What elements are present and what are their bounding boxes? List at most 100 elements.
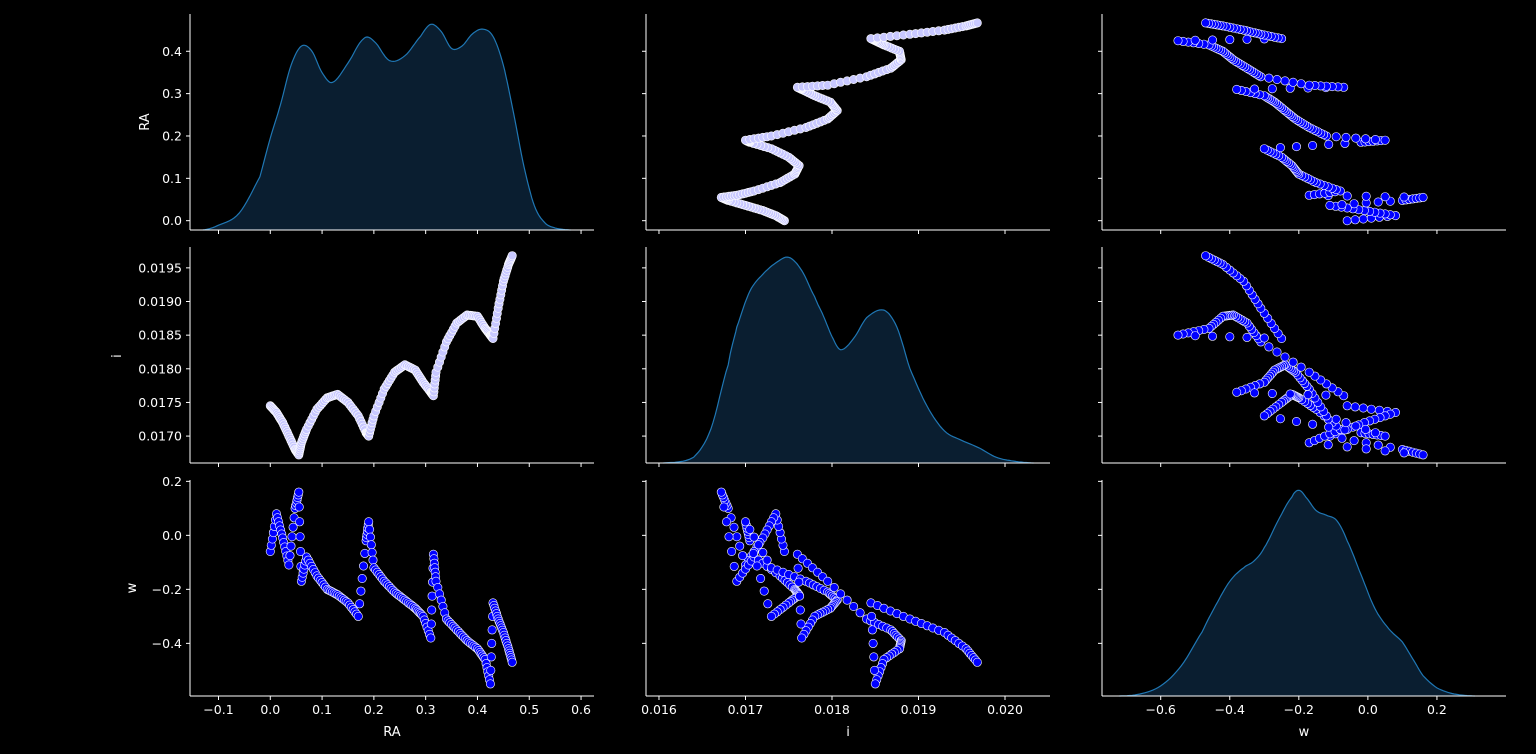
scatter-point — [1288, 357, 1298, 367]
scatter-point — [823, 576, 833, 586]
scatter-point — [745, 524, 755, 534]
scatter-point — [1267, 388, 1277, 398]
kde-area-i — [663, 257, 1034, 463]
scatter-point — [357, 573, 367, 583]
scatter-point — [740, 517, 750, 527]
scatter-point — [427, 605, 437, 615]
scatter-point — [1280, 352, 1290, 362]
scatter-point — [719, 502, 729, 512]
scatter-point — [367, 547, 377, 557]
x-tick-label: 0.2 — [1427, 702, 1447, 717]
kde-area-RA — [202, 24, 571, 231]
x-tick-label: −0.1 — [203, 702, 233, 717]
y-tick-label: 0.2 — [162, 474, 182, 489]
scatter-point — [426, 619, 436, 629]
x-tick-label: 0.4 — [468, 702, 488, 717]
scatter-point — [487, 638, 497, 648]
scatter-point — [1349, 199, 1359, 209]
scatter-point — [366, 540, 376, 550]
y-tick-label: 0.4 — [162, 44, 182, 59]
scatter-point — [1296, 362, 1306, 372]
y-tick-label: 0.3 — [162, 86, 182, 101]
scatter-point — [1399, 192, 1409, 202]
x-tick-label: −0.4 — [1215, 702, 1245, 717]
x-tick-label: 0.018 — [814, 702, 850, 717]
scatter-point — [1341, 132, 1351, 142]
scatter-point — [1285, 389, 1295, 399]
scatter-point — [1208, 331, 1218, 341]
scatter-point — [1350, 215, 1360, 225]
scatter-point — [1358, 214, 1368, 224]
scatter-point — [1275, 143, 1285, 153]
scatter-point — [869, 665, 879, 675]
scatter-point — [1275, 414, 1285, 424]
scatter-point — [287, 532, 297, 542]
scatter-point — [867, 625, 877, 635]
x-label-w: w — [1299, 725, 1310, 740]
scatter-point — [507, 251, 517, 261]
scatter-point — [797, 633, 807, 643]
panel-w-vs-w: −0.6 −0.4 −0.2 0.0 0.2 — [1098, 480, 1506, 717]
scatter-point — [1190, 35, 1200, 45]
scatter-point — [284, 560, 294, 570]
scatter-point — [724, 532, 734, 542]
scatter-point — [1304, 367, 1314, 377]
scatter-point — [870, 679, 880, 689]
scatter-point — [1380, 192, 1390, 202]
scatter-point — [1225, 35, 1235, 45]
y-tick-label: −0.4 — [152, 636, 182, 651]
scatter-point — [1292, 142, 1302, 152]
scatter-point — [972, 18, 982, 28]
scatter-point — [1325, 200, 1335, 210]
y-tick-label: 0.0175 — [138, 395, 182, 410]
y-tick-label: 0.0195 — [138, 260, 182, 275]
panels: 0.00.10.20.30.40.01700.01750.01800.01850… — [138, 14, 1506, 717]
y-tick-label: 0.1 — [162, 171, 182, 186]
scatter-point — [1370, 428, 1380, 438]
scatter-point — [1380, 446, 1390, 456]
scatter-point — [1351, 421, 1361, 431]
scatter-point — [727, 546, 737, 556]
panel-i-vs-i — [642, 247, 1050, 467]
scatter-point — [1259, 411, 1269, 421]
x-tick-label: −0.6 — [1146, 702, 1176, 717]
scatter-point — [1337, 433, 1347, 443]
scatter-point — [762, 555, 772, 565]
scatter-point — [1342, 216, 1352, 226]
scatter-point — [1304, 80, 1314, 90]
scatter-point — [748, 548, 758, 558]
kde-line-RA — [202, 23, 571, 231]
scatter-point — [766, 611, 776, 621]
scatter-point — [427, 591, 437, 601]
scatter-point — [295, 532, 305, 542]
scatter-point — [1366, 404, 1376, 414]
y-tick-label: 0.0190 — [138, 294, 182, 309]
scatter-point — [732, 532, 742, 542]
scatter-point — [1361, 134, 1371, 144]
scatter-point — [1308, 419, 1318, 429]
scatter-point — [729, 561, 739, 571]
scatter-point — [294, 487, 304, 497]
scatter-point — [749, 532, 759, 542]
scatter-point — [286, 541, 296, 551]
scatter-point — [1242, 332, 1252, 342]
scatter-point — [758, 547, 768, 557]
scatter-point — [1250, 84, 1260, 94]
scatter-point — [759, 586, 769, 596]
scatter-point — [1380, 431, 1390, 441]
scatter-point — [1272, 347, 1282, 357]
scatter-point — [295, 517, 305, 527]
scatter-point — [294, 502, 304, 512]
scatter-point — [1296, 79, 1306, 89]
scatter-point — [356, 586, 366, 596]
kde-line-i — [663, 256, 1034, 464]
x-tick-label: 0.016 — [641, 702, 677, 717]
scatter-point — [1418, 192, 1428, 202]
scatter-point — [721, 517, 731, 527]
x-tick-label: 0.017 — [728, 702, 764, 717]
scatter-point — [1303, 390, 1313, 400]
panel-RA-vs-w — [1098, 14, 1506, 234]
scatter-point — [1351, 133, 1361, 143]
scatter-point — [1373, 197, 1383, 207]
y-tick-label: 0.2 — [162, 128, 182, 143]
